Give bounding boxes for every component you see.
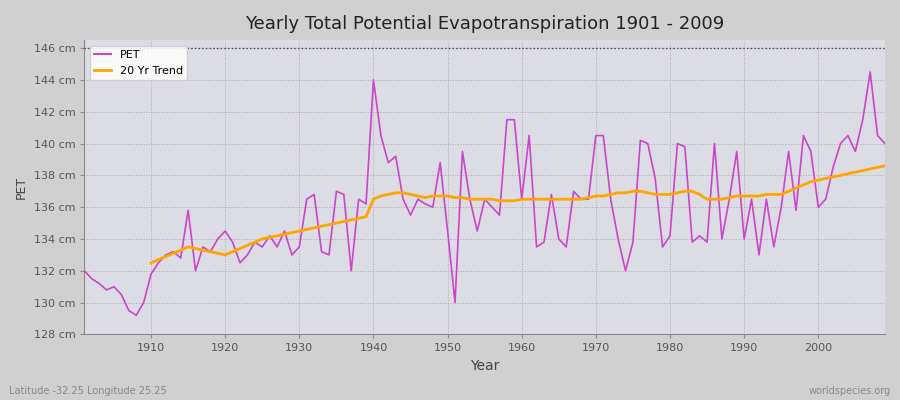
Text: worldspecies.org: worldspecies.org xyxy=(809,386,891,396)
Y-axis label: PET: PET xyxy=(15,176,28,199)
Text: Latitude -32.25 Longitude 25.25: Latitude -32.25 Longitude 25.25 xyxy=(9,386,166,396)
X-axis label: Year: Year xyxy=(470,359,500,373)
Title: Yearly Total Potential Evapotranspiration 1901 - 2009: Yearly Total Potential Evapotranspiratio… xyxy=(245,15,724,33)
Legend: PET, 20 Yr Trend: PET, 20 Yr Trend xyxy=(90,46,187,80)
